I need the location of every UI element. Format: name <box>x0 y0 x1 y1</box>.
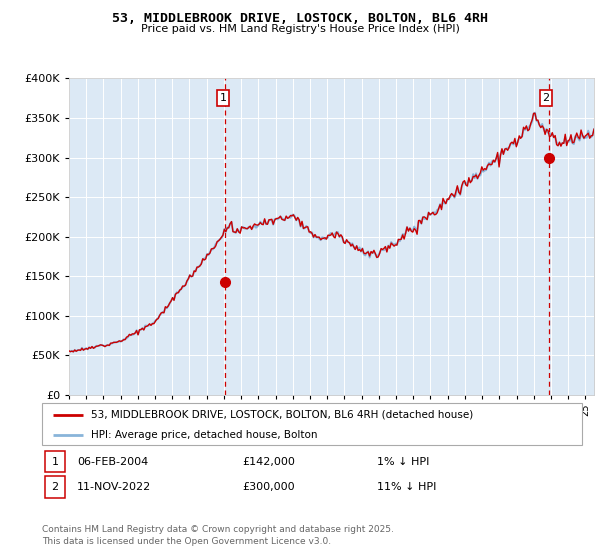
Text: Contains HM Land Registry data © Crown copyright and database right 2025.
This d: Contains HM Land Registry data © Crown c… <box>42 525 394 546</box>
FancyBboxPatch shape <box>45 477 65 498</box>
Text: HPI: Average price, detached house, Bolton: HPI: Average price, detached house, Bolt… <box>91 430 317 440</box>
Text: 2: 2 <box>52 482 59 492</box>
Text: Price paid vs. HM Land Registry's House Price Index (HPI): Price paid vs. HM Land Registry's House … <box>140 24 460 34</box>
Text: 2: 2 <box>542 93 550 103</box>
Text: 11-NOV-2022: 11-NOV-2022 <box>77 482 151 492</box>
Text: 1: 1 <box>220 93 226 103</box>
FancyBboxPatch shape <box>45 451 65 472</box>
Text: £142,000: £142,000 <box>242 456 295 466</box>
Text: 53, MIDDLEBROOK DRIVE, LOSTOCK, BOLTON, BL6 4RH (detached house): 53, MIDDLEBROOK DRIVE, LOSTOCK, BOLTON, … <box>91 410 473 420</box>
Text: 11% ↓ HPI: 11% ↓ HPI <box>377 482 436 492</box>
Text: 53, MIDDLEBROOK DRIVE, LOSTOCK, BOLTON, BL6 4RH: 53, MIDDLEBROOK DRIVE, LOSTOCK, BOLTON, … <box>112 12 488 25</box>
Text: 1: 1 <box>52 456 58 466</box>
FancyBboxPatch shape <box>42 403 582 445</box>
Text: 1% ↓ HPI: 1% ↓ HPI <box>377 456 429 466</box>
Text: 06-FEB-2004: 06-FEB-2004 <box>77 456 148 466</box>
Text: £300,000: £300,000 <box>242 482 295 492</box>
